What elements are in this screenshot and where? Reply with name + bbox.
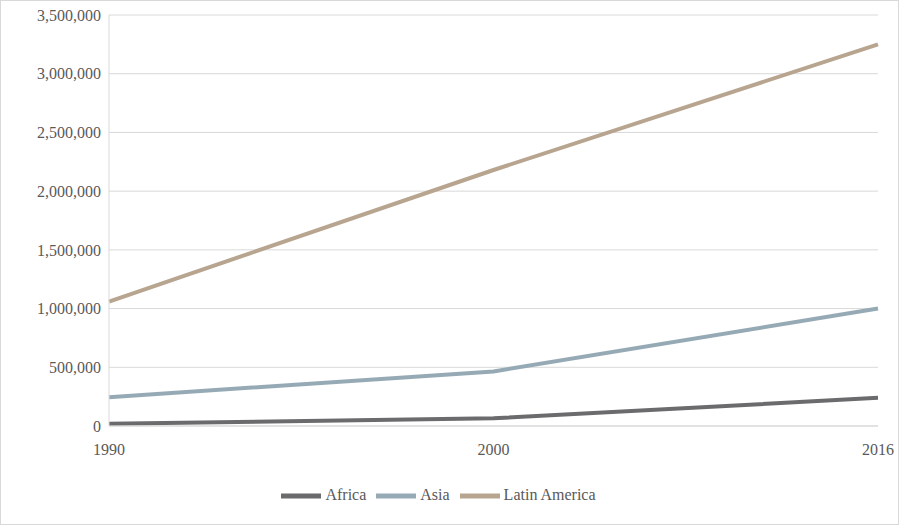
html-text:Africa: Africa	[325, 485, 367, 503]
svg-text:2016: 2016	[862, 441, 894, 458]
svg-text:2,500,000: 2,500,000	[37, 124, 101, 141]
svg-text:1,500,000: 1,500,000	[37, 242, 101, 259]
svg-text:500,000: 500,000	[49, 359, 101, 376]
html-text:Latin America: Latin America	[503, 485, 596, 503]
svg-text:0: 0	[93, 418, 101, 435]
svg-text:1,000,000: 1,000,000	[37, 300, 101, 317]
svg-text:2000: 2000	[478, 441, 510, 458]
svg-text:1990: 1990	[93, 441, 125, 458]
html-text:Asia: Asia	[420, 485, 450, 503]
svg-text:3,500,000: 3,500,000	[37, 7, 101, 24]
svg-text:2,000,000: 2,000,000	[37, 183, 101, 200]
svg-text:3,000,000: 3,000,000	[37, 65, 101, 82]
